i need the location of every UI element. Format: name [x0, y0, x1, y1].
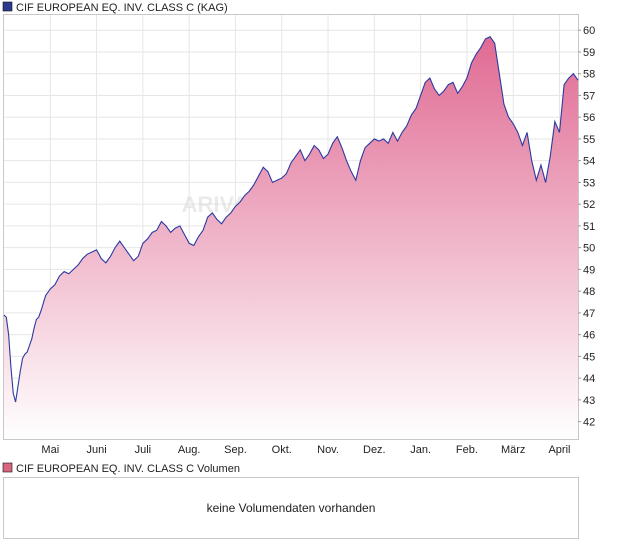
y-tick-label: 47	[583, 308, 595, 320]
x-tick-label: Sep.	[224, 444, 247, 456]
y-tick-label: 50	[583, 243, 595, 255]
y-tick-label: 56	[583, 112, 595, 124]
price-legend-label: CIF EUROPEAN EQ. INV. CLASS C (KAG)	[16, 2, 228, 14]
x-axis-ticks: Mai Juni Juli Aug. Sep. Okt. Nov. Dez. Jan. Feb. M…	[41, 444, 570, 456]
y-tick-label: 55	[583, 134, 595, 146]
x-tick-label: Dez.	[363, 444, 386, 456]
y-tick-label: 44	[583, 373, 595, 385]
volume-empty-message: keine Volumendaten vorhanden	[207, 501, 376, 515]
x-tick-label: Mai	[41, 444, 59, 456]
price-area	[4, 36, 578, 440]
y-tick-label: 42	[583, 417, 595, 429]
y-tick-label: 53	[583, 177, 595, 189]
x-tick-label: Feb.	[456, 444, 478, 456]
y-tick-label: 51	[583, 221, 595, 233]
y-tick-label: 49	[583, 264, 595, 276]
x-tick-label: Aug.	[178, 444, 201, 456]
x-tick-label: Nov.	[317, 444, 339, 456]
y-tick-label: 45	[583, 351, 595, 363]
y-tick-label: 57	[583, 90, 595, 102]
x-tick-label: Okt.	[272, 444, 292, 456]
y-tick-label: 48	[583, 286, 595, 298]
x-tick-label: Juli	[135, 444, 152, 456]
volume-plot-frame	[3, 477, 579, 539]
y-tick-label: 52	[583, 199, 595, 211]
price-line	[3, 36, 579, 403]
volume-legend-swatch	[2, 462, 13, 473]
x-tick-label: Juni	[86, 444, 106, 456]
volume-legend-label: CIF EUROPEAN EQ. INV. CLASS C Volumen	[16, 463, 240, 475]
price-legend-swatch	[2, 1, 13, 12]
x-tick-label: März	[501, 444, 525, 456]
y-tick-label: 43	[583, 395, 595, 407]
x-tick-label: Jan.	[410, 444, 431, 456]
y-tick-label: 59	[583, 47, 595, 59]
y-tick-label: 46	[583, 330, 595, 342]
y-tick-label: 54	[583, 156, 595, 168]
y-tick-label: 60	[583, 25, 595, 37]
y-tick-label: 58	[583, 69, 595, 81]
x-tick-label: April	[548, 444, 570, 456]
y-axis-ticks: 42 43 44 45 46 47 48 49 50 51 52 53 54 55 56 57 58 59 60	[578, 25, 595, 429]
